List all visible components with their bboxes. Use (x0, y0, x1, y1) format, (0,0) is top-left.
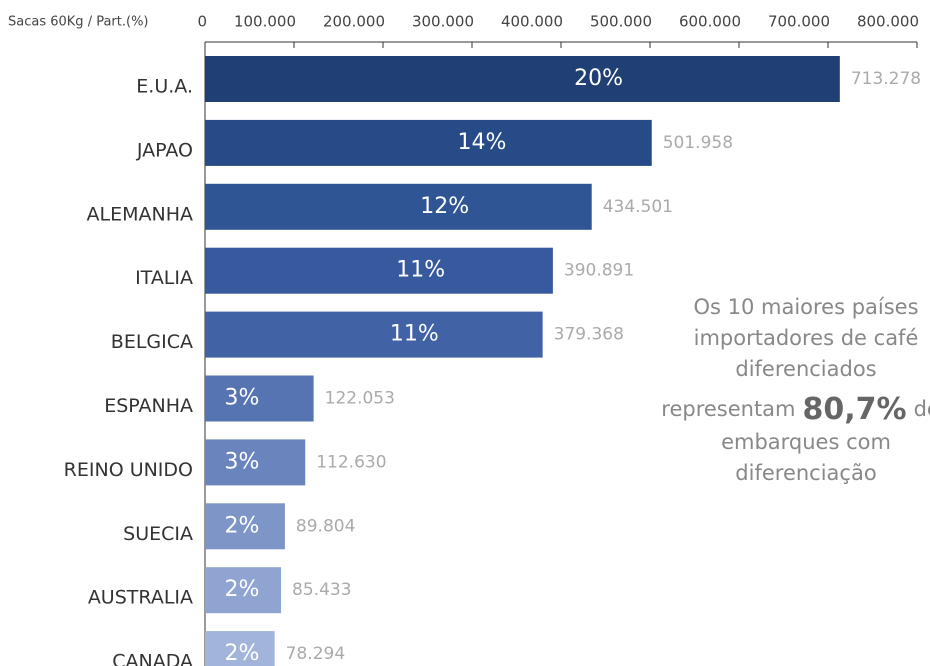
annotation-highlight: 80,7% (803, 392, 907, 427)
bar (205, 375, 314, 422)
annotation-text: representam (661, 397, 795, 421)
annotation-line: Os 10 maiores países (693, 295, 918, 319)
bar (205, 439, 306, 486)
bar (205, 56, 840, 102)
bar (205, 567, 282, 614)
bar (205, 119, 652, 166)
bar (205, 631, 275, 666)
y-tick-label: BELGICA (111, 331, 193, 353)
value-label: 112.630 (316, 452, 386, 472)
share-label: 3% (225, 386, 260, 411)
share-label: 11% (396, 258, 445, 283)
bar (205, 503, 285, 550)
value-label: 501.958 (663, 133, 733, 153)
y-tick-label: E.U.A. (136, 76, 193, 98)
share-label: 2% (225, 513, 260, 538)
annotation-text: dos (914, 397, 930, 421)
x-tick-label: 300.000 (412, 13, 474, 31)
share-label: 20% (574, 66, 623, 91)
share-label: 11% (390, 322, 439, 347)
y-tick-label: ITALIA (135, 267, 193, 289)
share-label: 12% (420, 194, 469, 219)
y-tick-label: JAPAO (136, 139, 193, 161)
value-label: 89.804 (296, 516, 355, 536)
value-label: 78.294 (286, 644, 345, 664)
y-tick-label: AUSTRALIA (88, 587, 193, 609)
annotation-line: diferenciados (735, 357, 876, 381)
x-tick-label: 500.000 (590, 13, 652, 31)
value-label: 434.501 (603, 197, 673, 217)
y-tick-label: ALEMANHA (87, 203, 193, 225)
y-tick-label: ESPANHA (104, 395, 193, 417)
value-label: 122.053 (325, 389, 395, 409)
x-tick-label: 800.000 (857, 13, 919, 31)
value-label: 379.368 (554, 325, 624, 345)
value-label: 85.433 (292, 580, 351, 600)
x-tick-label: 100.000 (234, 13, 296, 31)
value-label: 713.278 (851, 69, 921, 89)
x-tick-label: 400.000 (501, 13, 563, 31)
x-tick-label: 0 (197, 13, 207, 31)
share-label: 14% (458, 130, 507, 155)
x-tick-label: 600.000 (679, 13, 741, 31)
annotation-highlight-line: representam 80,7% dos (661, 392, 930, 427)
annotation-line: importadores de café (694, 326, 919, 350)
y-tick-label: SUECIA (123, 523, 193, 545)
annotation-line: embarques com (721, 430, 891, 454)
axis-label: Sacas 60Kg / Part.(%) (8, 15, 149, 30)
share-label: 2% (225, 577, 260, 602)
value-label: 390.891 (564, 261, 634, 281)
bar (205, 247, 553, 294)
y-tick-label: CANADA (112, 651, 193, 666)
share-label: 3% (225, 449, 260, 474)
bar (205, 311, 543, 358)
x-tick-label: 200.000 (323, 13, 385, 31)
y-tick-label: REINO UNIDO (64, 459, 193, 481)
bar (205, 183, 592, 230)
annotation-line: diferenciação (735, 461, 876, 485)
x-tick-label: 700.000 (768, 13, 830, 31)
share-label: 2% (225, 641, 260, 666)
